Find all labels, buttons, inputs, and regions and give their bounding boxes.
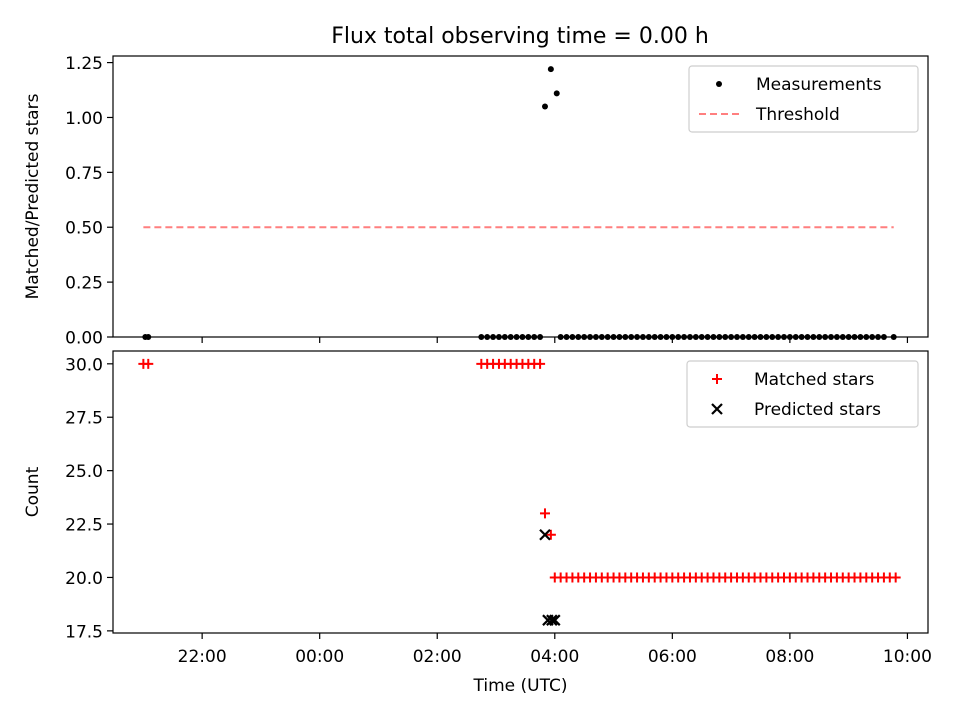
measurement-point (547, 66, 554, 73)
count-ylabel: Count (23, 466, 43, 517)
flux-ytick-label: 1.00 (65, 109, 103, 129)
matched-star-point (539, 508, 550, 519)
flux-ytick-label: 0.75 (65, 164, 103, 184)
flux-panel: 0.00 0.25 0.50 0.75 1.00 1.25 Matched/Predicte… (23, 54, 929, 349)
predicted-star-point (546, 614, 558, 626)
flux-ytick-label: 1.25 (65, 54, 103, 74)
matched-star-point (535, 358, 546, 369)
legend-label: Measurements (756, 75, 882, 95)
count-ytick-label: 22.5 (65, 516, 103, 536)
predicted-star-point (539, 528, 551, 541)
flux-ytick-label: 0.50 (65, 219, 103, 239)
flux-axes-frame (112, 55, 929, 338)
legend-matched-swatch (712, 374, 722, 384)
legend-label: Matched stars (754, 370, 874, 390)
count-ytick-label: 25.0 (65, 462, 103, 482)
matched-star-point (890, 572, 901, 583)
count-ytick-label: 30.0 (65, 355, 103, 375)
count-xtick-label: 08:00 (765, 647, 814, 667)
chart-title: Flux total observing time = 0.00 h (331, 24, 709, 49)
legend-label: Threshold (755, 105, 840, 125)
legend-label: Predicted stars (754, 400, 881, 420)
flux-legend-box (688, 65, 919, 133)
count-ytick-label: 20.0 (65, 569, 103, 589)
flux-legend: Measurements Threshold (688, 65, 919, 133)
measurement-point (553, 90, 560, 97)
count-xtick-label: 02:00 (413, 647, 462, 667)
count-xlabel: Time (UTC) (473, 676, 568, 696)
count-series-0 (138, 358, 901, 583)
legend-predicted-swatch (711, 403, 723, 415)
matched-star-point (545, 529, 556, 540)
count-xtick-label: 04:00 (530, 647, 579, 667)
count-xtick-label: 10:00 (883, 647, 932, 667)
count-xtick-label: 06:00 (648, 647, 697, 667)
flux-ytick-label: 0.25 (65, 274, 103, 294)
count-series-1 (539, 528, 561, 626)
count-ytick-label: 27.5 (65, 409, 103, 429)
count-axes-frame (112, 350, 929, 634)
count-legend-box (686, 360, 919, 428)
predicted-star-point (549, 614, 561, 626)
legend-measurement-swatch (716, 81, 722, 87)
measurement-point (541, 103, 548, 110)
count-panel: 17.5 20.0 22.5 25.0 27.5 30.0 22:00 00:00 02:00 0… (23, 350, 932, 696)
matched-star-point (143, 358, 154, 369)
count-ytick-label: 17.5 (65, 622, 103, 642)
flux-ylabel: Matched/Predicted stars (23, 93, 43, 299)
count-legend: Matched stars Predicted stars (686, 360, 919, 428)
flux-ytick-label: 0.00 (65, 329, 103, 349)
count-xtick-label: 22:00 (178, 647, 227, 667)
count-xtick-label: 00:00 (295, 647, 344, 667)
